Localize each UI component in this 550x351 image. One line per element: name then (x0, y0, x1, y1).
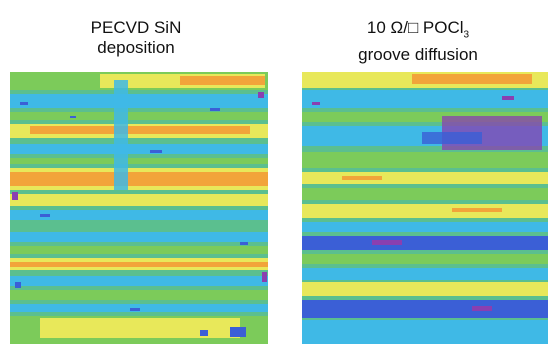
left-map-graphic (10, 72, 268, 344)
right-title-subscript: 3 (463, 29, 470, 41)
left-panel-title: PECVD SiN deposition (36, 18, 236, 58)
left-lifetime-map (10, 72, 268, 344)
right-map-graphic (302, 72, 548, 344)
right-title-line1: 10 Ω/□ POCl3 (318, 18, 518, 45)
right-title-line2: groove diffusion (358, 45, 478, 65)
right-lifetime-map (302, 72, 548, 344)
right-title-line1-text: 10 Ω/□ POCl (366, 18, 464, 37)
right-panel-title: 10 Ω/□ POCl3 groove diffusion (318, 18, 518, 65)
left-title-line2: deposition (97, 38, 175, 57)
left-title-line1: PECVD SiN (90, 18, 182, 37)
